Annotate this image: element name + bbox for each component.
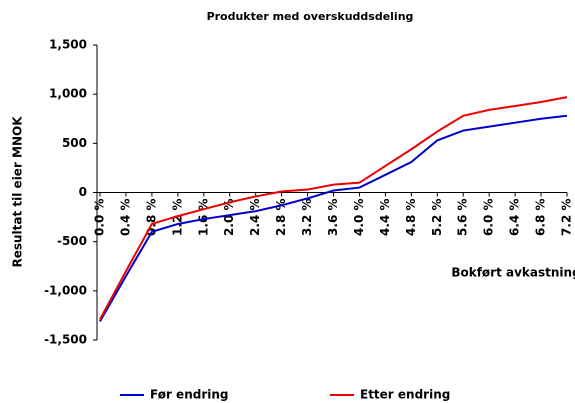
x-tick-label: 0.0 % [93,199,107,236]
series-line [99,114,568,322]
x-tick-label: 4.0 % [352,199,366,236]
x-tick-label: 7.2 % [560,199,574,236]
y-tick-label: 500 [62,136,87,150]
x-tick-label: 6.0 % [482,199,496,236]
x-tick-label: 6.4 % [508,199,522,236]
x-tick-label: 2.8 % [274,199,288,236]
y-tick-label: -1,500 [44,333,87,347]
y-tick-label: -1,000 [44,283,87,297]
series-line [99,96,568,320]
y-axis-label: Resultat til eier MNOK [11,116,25,268]
x-tick-label: 4.8 % [404,199,418,236]
x-tick-label: 5.6 % [456,199,470,236]
chart-title: Produkter med overskuddsdeling [207,10,414,23]
x-tick-label: 3.2 % [300,199,314,236]
x-tick-label: 4.4 % [378,199,392,236]
x-tick-label: 0.4 % [118,199,132,236]
y-tick-label: 0 [79,185,87,199]
legend-label: Før endring [150,388,229,402]
x-tick-label: 2.4 % [248,199,262,236]
y-tick-label: 1,000 [49,87,87,101]
x-tick-label: 1.6 % [196,199,210,236]
x-axis-label: Bokført avkastning [451,266,575,280]
x-tick-label: 5.2 % [430,199,444,236]
x-tick-label: 3.6 % [326,199,340,236]
x-tick-label: 6.8 % [534,199,548,236]
x-tick-label: 2.0 % [222,199,236,236]
legend-label: Etter endring [360,388,450,402]
y-tick-label: 1,500 [49,38,87,52]
y-tick-label: -500 [57,234,87,248]
x-tick-label: 0.8 % [144,199,158,236]
